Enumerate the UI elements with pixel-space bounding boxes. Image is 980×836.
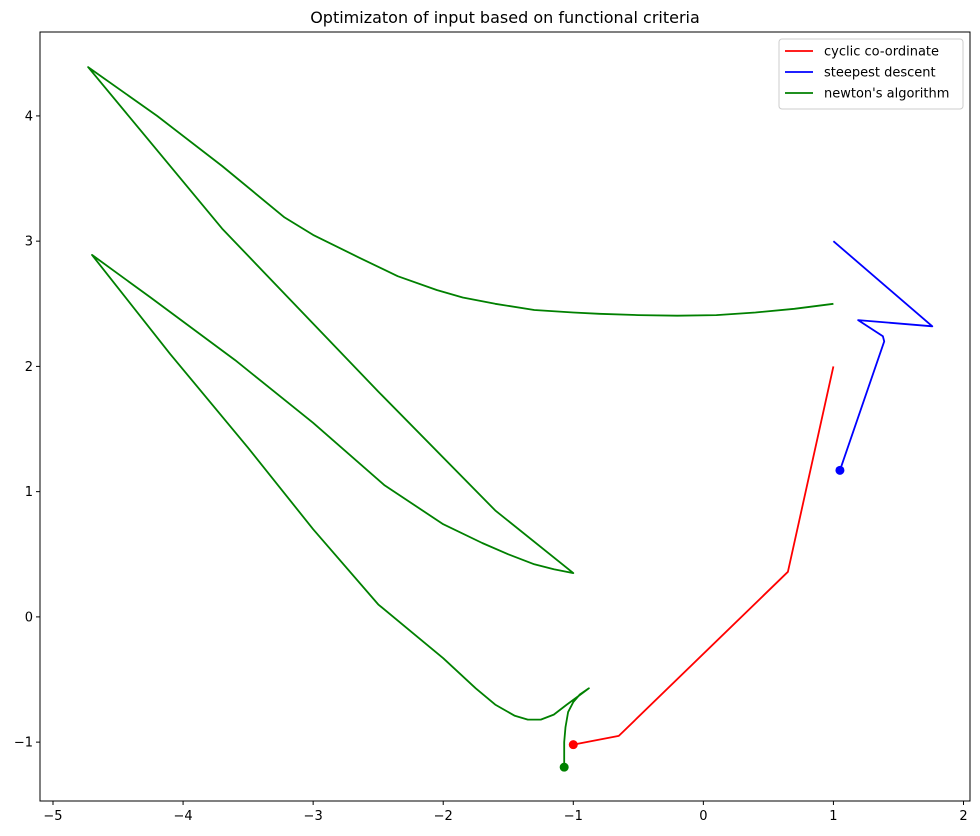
y-axis: −1 0 1 2 3 4: [14, 109, 40, 751]
y-tick-label: 2: [25, 360, 33, 375]
x-tick-label: −2: [434, 809, 453, 824]
x-axis: −5 −4 −3 −2 −1 0 1 2: [43, 801, 968, 824]
chart-title: Optimizaton of input based on functional…: [310, 8, 700, 27]
x-tick-label: −1: [564, 809, 583, 824]
y-tick-label: 3: [25, 235, 33, 250]
legend-label: newton's algorithm: [824, 87, 949, 102]
series-end-marker-1: [835, 465, 845, 475]
series-end-marker-0: [568, 740, 578, 750]
series-line-0: [573, 366, 835, 746]
x-tick-label: −3: [304, 809, 323, 824]
x-tick-label: −5: [43, 809, 62, 824]
legend-label: cyclic co-ordinate: [824, 45, 939, 60]
legend-label: steepest descent: [824, 66, 936, 81]
x-tick-label: −4: [173, 809, 192, 824]
plot-area-frame: [39, 31, 971, 802]
y-tick-label: 4: [25, 109, 33, 124]
x-tick-label: 0: [699, 809, 707, 824]
y-tick-label: 0: [25, 610, 33, 625]
series-line-2: [87, 66, 834, 768]
series-layer: [87, 66, 934, 772]
legend: cyclic co-ordinate steepest descent newton…: [778, 38, 964, 110]
x-tick-label: 2: [959, 809, 967, 824]
legend-box: [778, 38, 964, 110]
y-tick-label: 1: [25, 485, 33, 500]
series-end-marker-2: [559, 762, 569, 772]
y-tick-label: −1: [14, 736, 33, 751]
series-line-1: [832, 240, 934, 471]
x-tick-label: 1: [829, 809, 837, 824]
